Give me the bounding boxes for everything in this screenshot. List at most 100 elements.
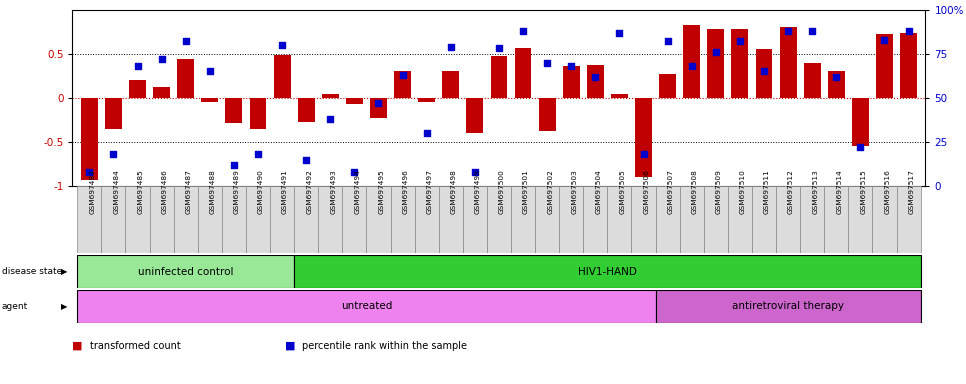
Text: GSM697497: GSM697497 — [427, 169, 433, 214]
Bar — [804, 63, 820, 98]
Bar — [876, 34, 893, 98]
Text: GSM697483: GSM697483 — [89, 169, 96, 214]
Bar — [463, 186, 487, 253]
Bar — [632, 186, 656, 253]
Bar — [105, 98, 122, 129]
Text: transformed count: transformed count — [90, 341, 181, 351]
Point — [178, 38, 193, 45]
Text: GSM697500: GSM697500 — [498, 169, 505, 214]
Text: ■: ■ — [72, 341, 83, 351]
Text: GSM697494: GSM697494 — [355, 169, 360, 214]
Bar — [366, 186, 390, 253]
Point — [587, 74, 603, 80]
Point — [154, 56, 169, 62]
Bar — [225, 98, 242, 122]
Bar — [246, 186, 270, 253]
Point — [684, 63, 699, 69]
Point — [781, 28, 796, 34]
Text: GSM697503: GSM697503 — [571, 169, 578, 214]
Text: GSM697504: GSM697504 — [595, 169, 601, 214]
Text: untreated: untreated — [341, 301, 392, 311]
Text: GSM697496: GSM697496 — [403, 169, 409, 214]
Bar — [81, 98, 98, 180]
Text: GSM697492: GSM697492 — [306, 169, 312, 214]
Bar — [824, 186, 848, 253]
Text: disease state: disease state — [2, 267, 62, 276]
Point — [298, 157, 314, 163]
Bar — [515, 48, 531, 98]
Point — [81, 169, 97, 175]
Bar — [583, 186, 608, 253]
Point — [443, 44, 459, 50]
Bar — [852, 98, 868, 147]
Bar — [346, 98, 363, 104]
Bar — [487, 186, 511, 253]
Point — [323, 116, 338, 122]
Bar — [511, 186, 535, 253]
Text: percentile rank within the sample: percentile rank within the sample — [302, 341, 468, 351]
Text: GSM697491: GSM697491 — [282, 169, 288, 214]
Point — [347, 169, 362, 175]
Bar — [322, 94, 339, 98]
Bar — [390, 186, 414, 253]
Bar — [872, 186, 896, 253]
Text: GSM697506: GSM697506 — [643, 169, 649, 214]
Text: GSM697485: GSM697485 — [137, 169, 144, 214]
Point — [395, 72, 411, 78]
Bar — [77, 290, 656, 323]
Bar — [439, 186, 463, 253]
Text: GSM697489: GSM697489 — [234, 169, 240, 214]
Text: GSM697490: GSM697490 — [258, 169, 264, 214]
Bar — [680, 186, 704, 253]
Bar — [559, 186, 583, 253]
Text: GSM697510: GSM697510 — [740, 169, 746, 214]
Text: GSM697507: GSM697507 — [668, 169, 673, 214]
Point — [708, 49, 724, 55]
Point — [539, 60, 554, 66]
Bar — [656, 290, 921, 323]
Bar — [414, 186, 439, 253]
Text: GSM697501: GSM697501 — [523, 169, 529, 214]
Text: GSM697515: GSM697515 — [861, 169, 867, 214]
Point — [250, 151, 266, 157]
Bar — [129, 80, 146, 98]
Point — [805, 28, 820, 34]
Text: GSM697516: GSM697516 — [885, 169, 891, 214]
Bar — [780, 27, 797, 98]
Point — [853, 144, 868, 151]
Text: GSM697488: GSM697488 — [210, 169, 215, 214]
Point — [419, 130, 435, 136]
Bar — [539, 98, 555, 131]
Bar — [178, 59, 194, 98]
Bar — [101, 186, 126, 253]
Bar — [273, 55, 291, 98]
Text: GSM697493: GSM697493 — [330, 169, 336, 214]
Text: ▶: ▶ — [61, 267, 68, 276]
Text: GSM697499: GSM697499 — [475, 169, 481, 214]
Point — [371, 100, 386, 106]
Point — [202, 68, 217, 74]
Text: GSM697495: GSM697495 — [379, 169, 384, 214]
Text: GSM697498: GSM697498 — [451, 169, 457, 214]
Point — [105, 151, 121, 157]
Bar — [727, 186, 752, 253]
Bar — [342, 186, 366, 253]
Text: GSM697502: GSM697502 — [547, 169, 554, 214]
Text: GSM697509: GSM697509 — [716, 169, 722, 214]
Bar — [731, 29, 749, 98]
Bar — [198, 186, 222, 253]
Bar — [318, 186, 342, 253]
Bar — [755, 50, 773, 98]
Text: GSM697511: GSM697511 — [764, 169, 770, 214]
Text: agent: agent — [2, 302, 28, 311]
Point — [901, 28, 917, 34]
Bar — [467, 98, 483, 133]
Bar — [126, 186, 150, 253]
Point — [515, 28, 530, 34]
Bar — [174, 186, 198, 253]
Bar — [896, 186, 921, 253]
Point — [756, 68, 772, 74]
Text: GSM697505: GSM697505 — [619, 169, 625, 214]
Bar — [222, 186, 246, 253]
Bar — [294, 186, 318, 253]
